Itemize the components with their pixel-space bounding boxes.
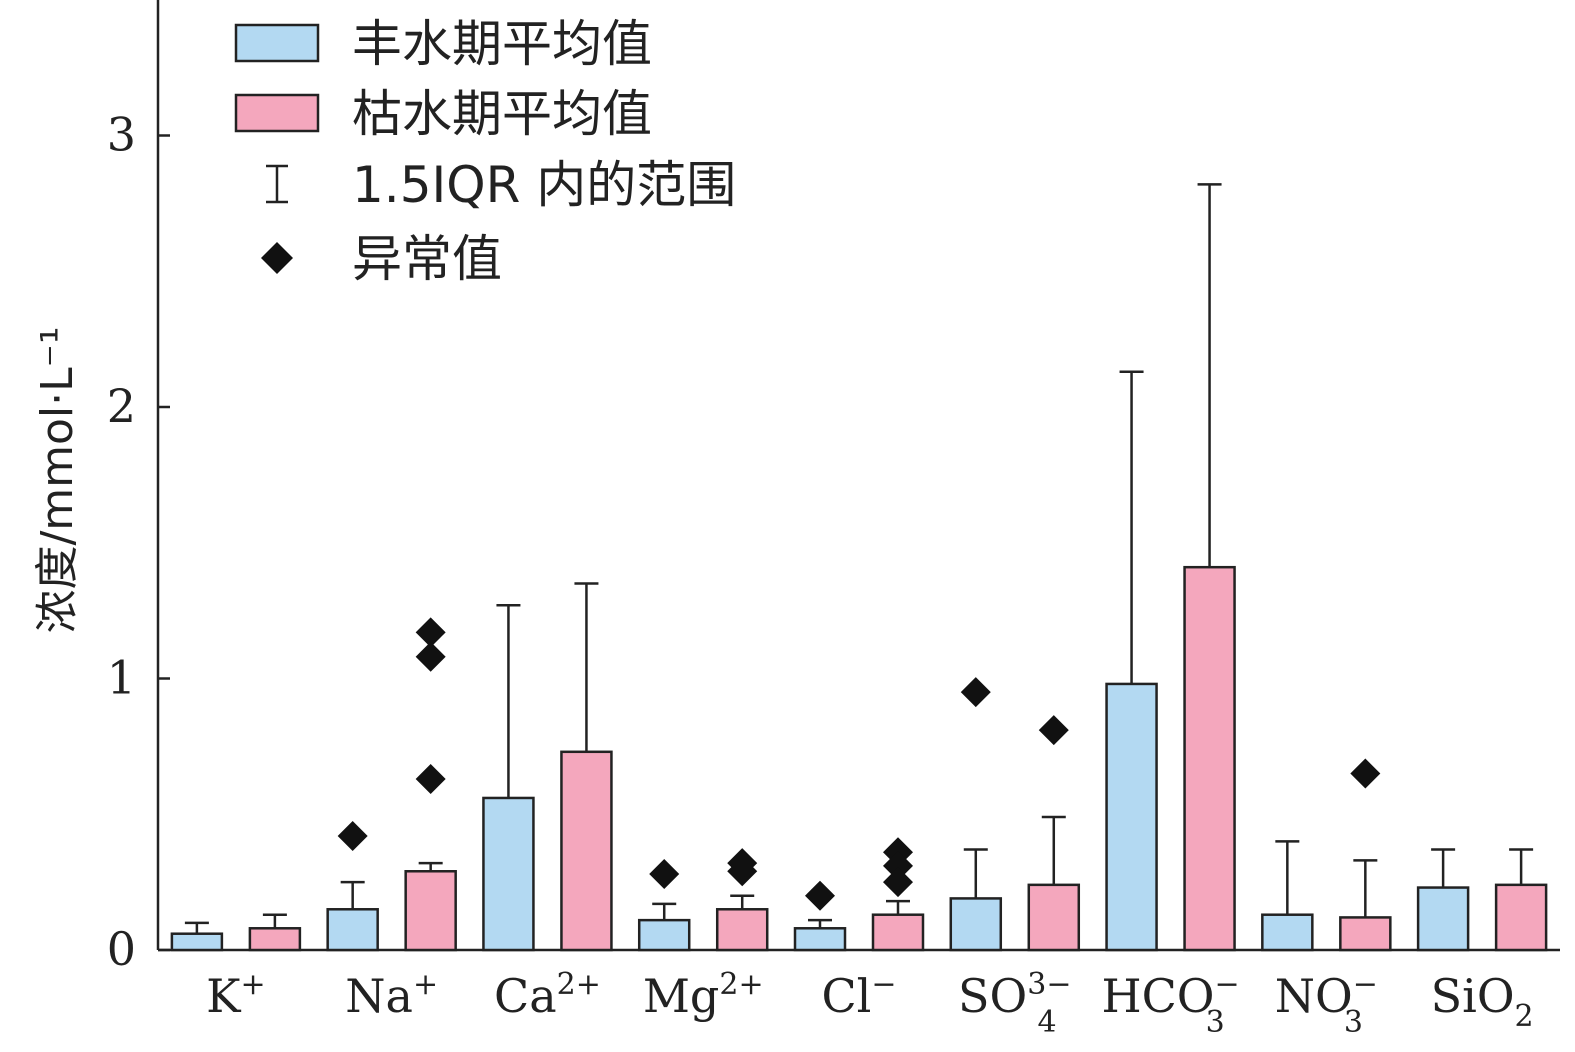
outlier-point <box>337 820 368 851</box>
bar <box>170 932 224 952</box>
bar <box>949 897 1003 952</box>
bar <box>1494 883 1548 952</box>
legend-item: 丰水期平均值 <box>234 15 652 73</box>
bar <box>560 750 613 952</box>
bar <box>793 927 847 952</box>
outlier-point <box>883 867 913 898</box>
bars <box>170 183 1548 952</box>
bar <box>404 870 457 952</box>
bar <box>482 796 535 952</box>
bar <box>1183 565 1236 952</box>
bar <box>248 927 302 952</box>
legend-swatch <box>234 93 320 133</box>
legend-item: 异常值 <box>261 230 502 288</box>
y-tick-label: 0 <box>107 922 136 976</box>
bar <box>1261 913 1314 952</box>
bar <box>871 913 925 952</box>
bar <box>715 908 769 952</box>
legend-label: 枯水期平均值 <box>352 85 652 143</box>
x-tick-label: Na+ <box>345 967 438 1023</box>
bar <box>1027 883 1081 952</box>
outlier-point <box>415 641 446 672</box>
outlier-point <box>415 617 446 648</box>
outlier-point <box>727 856 758 887</box>
y-axis-label: 浓度/mmol·L⁻¹ <box>32 326 83 633</box>
legend-label: 丰水期平均值 <box>352 15 652 73</box>
outlier-point <box>415 763 446 794</box>
bar <box>1105 682 1158 952</box>
bar <box>1339 916 1392 952</box>
bar <box>1416 886 1470 952</box>
x-tick-label: HCO− 3 <box>1101 967 1239 1040</box>
legend-item: 1.5IQR 内的范围 <box>266 156 736 214</box>
x-tick-label: Cl− <box>821 967 896 1023</box>
outlier-point <box>1350 758 1381 789</box>
legend-label: 异常值 <box>352 230 502 288</box>
bar <box>326 908 379 952</box>
outlier-point <box>805 880 835 911</box>
bar <box>637 918 691 952</box>
outlier-point <box>649 858 680 889</box>
x-tick-label: Ca2+ <box>494 967 601 1023</box>
axes <box>156 0 1560 952</box>
x-tick-label: K+ <box>206 967 266 1023</box>
outlier-point <box>883 850 913 881</box>
y-tick-label: 2 <box>107 379 136 433</box>
legend-diamond-icon <box>261 242 293 274</box>
x-tick-label: NO− 3 <box>1275 967 1378 1040</box>
outlier-point <box>1038 715 1069 746</box>
x-tick-label: SiO2 <box>1431 969 1534 1034</box>
legend-label: 1.5IQR 内的范围 <box>352 156 736 214</box>
outlier-point <box>960 677 991 708</box>
y-tick-label: 3 <box>107 108 136 162</box>
y-tick-label: 1 <box>107 651 136 705</box>
x-tick-label: SO3− 4 <box>958 967 1071 1040</box>
labels: 0 1 2 3 浓度/mmol·L⁻¹ K+ Na+ Ca2+ Mg2+ Cl− SO3− 4 HCO−… <box>32 108 1534 1041</box>
legend-swatch <box>234 23 320 63</box>
x-tick-label: Mg2+ <box>643 967 764 1023</box>
legend-item: 枯水期平均值 <box>234 85 652 143</box>
